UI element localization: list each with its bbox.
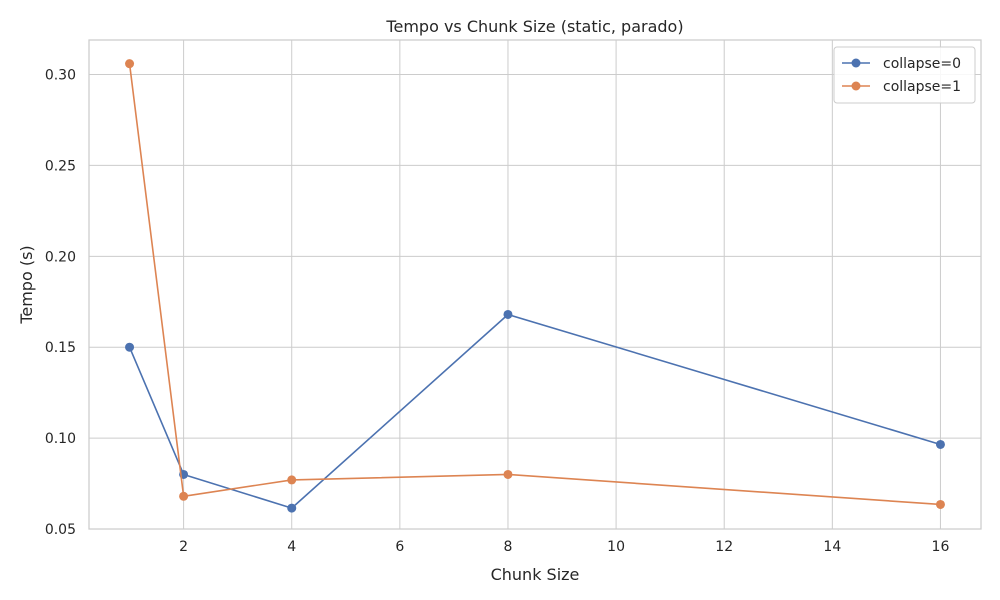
plot-area (88, 39, 982, 530)
series-collapse=0 (125, 309, 945, 513)
legend: collapse=0 collapse=1 (833, 46, 976, 104)
data-point (287, 475, 297, 485)
y-tick-label: 0.05 (45, 522, 76, 538)
data-point (287, 503, 297, 513)
legend-label: collapse=1 (883, 79, 961, 95)
data-point (125, 59, 135, 69)
x-tick-label: 16 (932, 539, 950, 555)
data-point (125, 342, 135, 352)
series-layer (125, 59, 945, 513)
chart-title: Tempo vs Chunk Size (static, parado) (385, 17, 683, 36)
legend-marker (851, 58, 861, 68)
data-point (503, 469, 513, 479)
x-tick-label: 6 (395, 539, 404, 555)
y-tick-label: 0.30 (45, 68, 76, 84)
data-point (935, 499, 945, 509)
data-point (503, 309, 513, 319)
legend-box (833, 46, 976, 104)
y-axis-ticks: 0.05 0.10 0.15 0.20 0.25 0.30 (45, 68, 76, 538)
x-tick-label: 12 (715, 539, 733, 555)
x-tick-label: 10 (607, 539, 625, 555)
x-axis-ticks: 2 4 6 8 10 12 14 16 (179, 539, 949, 555)
y-tick-label: 0.25 (45, 158, 76, 174)
x-tick-label: 14 (823, 539, 841, 555)
legend-label: collapse=0 (883, 56, 961, 72)
legend-marker (851, 81, 861, 91)
legend-item: collapse=1 (842, 79, 961, 95)
data-point (179, 491, 189, 501)
x-tick-label: 2 (179, 539, 188, 555)
x-tick-label: 8 (504, 539, 513, 555)
x-tick-label: 4 (287, 539, 296, 555)
legend-item: collapse=0 (842, 56, 961, 72)
series-collapse=1 (125, 59, 945, 509)
y-axis-label: Tempo (s) (17, 245, 36, 324)
y-tick-label: 0.20 (45, 249, 76, 265)
y-tick-label: 0.10 (45, 431, 76, 447)
y-tick-label: 0.15 (45, 340, 76, 356)
x-axis-label: Chunk Size (491, 565, 580, 584)
data-point (935, 439, 945, 449)
